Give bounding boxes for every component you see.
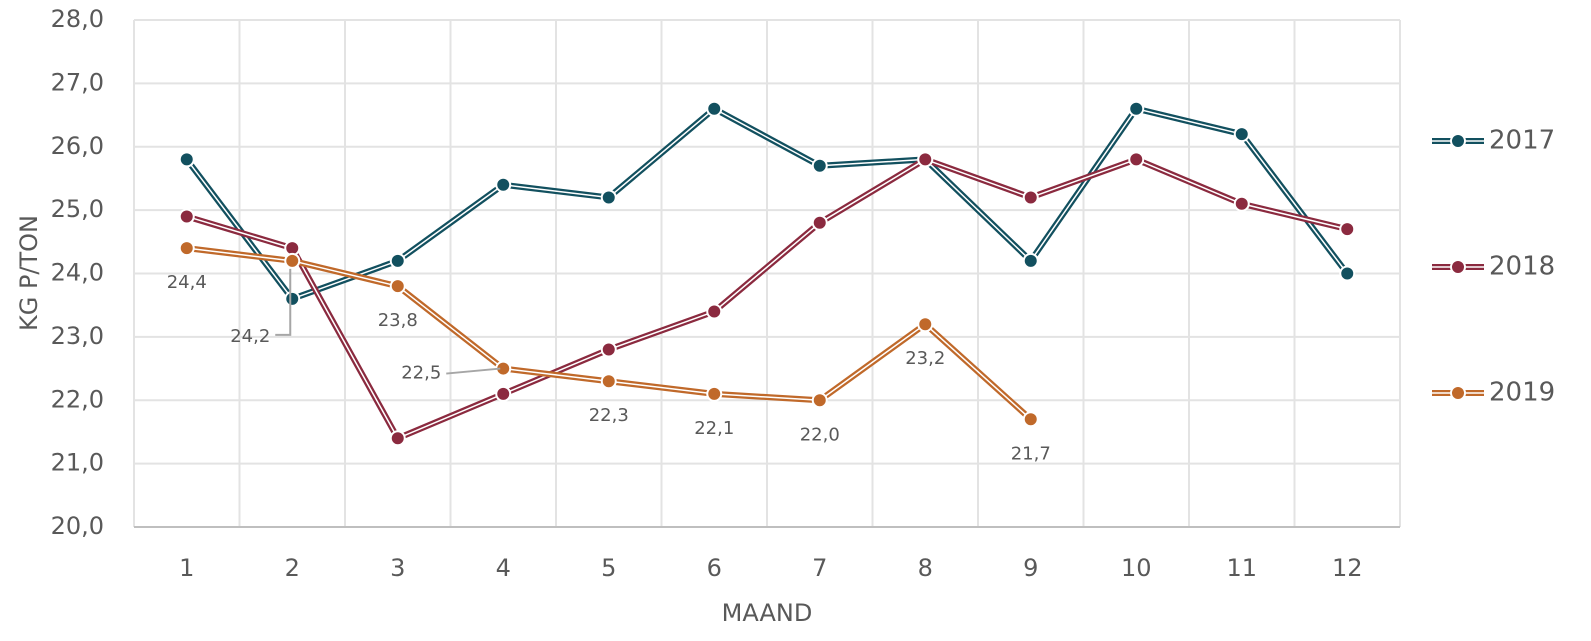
x-tick-label: 10 (1121, 554, 1152, 582)
point (811, 157, 828, 174)
y-tick-label: 22,0 (51, 385, 104, 413)
point (600, 189, 617, 206)
point (495, 176, 512, 193)
point (284, 252, 301, 269)
point (389, 252, 406, 269)
x-tick-label: 1 (179, 554, 194, 582)
point (178, 208, 195, 225)
x-tick-label: 3 (390, 554, 405, 582)
y-tick-label: 26,0 (51, 132, 104, 160)
y-tick-label: 21,0 (51, 449, 104, 477)
point (1233, 195, 1250, 212)
y-tick-label: 20,0 (51, 512, 104, 540)
point (1128, 100, 1145, 117)
legend-label: 2019 (1489, 378, 1555, 408)
data-label: 21,7 (1011, 443, 1051, 464)
x-tick-label: 9 (1023, 554, 1038, 582)
data-label: 24,2 (230, 326, 270, 347)
series-line-highlight (186, 158, 1348, 440)
point (1339, 221, 1356, 238)
point (1233, 126, 1250, 143)
x-tick-label: 4 (496, 554, 511, 582)
point (917, 316, 934, 333)
point (917, 151, 934, 168)
point (706, 303, 723, 320)
point (600, 373, 617, 390)
point (178, 240, 195, 257)
y-axis-label: KG P/TON (15, 215, 43, 331)
x-tick-label: 7 (812, 554, 827, 582)
point (1022, 411, 1039, 428)
legend-marker (1450, 133, 1466, 149)
series-line-highlight (186, 107, 1348, 300)
point (284, 290, 301, 307)
y-tick-label: 28,0 (51, 5, 104, 33)
point (389, 430, 406, 447)
point (1339, 265, 1356, 282)
point (1128, 151, 1145, 168)
x-tick-label: 6 (707, 554, 722, 582)
y-tick-label: 27,0 (51, 68, 104, 96)
data-label: 22,0 (800, 424, 840, 445)
point (706, 100, 723, 117)
legend-label: 2017 (1489, 126, 1555, 156)
point (495, 385, 512, 402)
point (706, 385, 723, 402)
point (1022, 252, 1039, 269)
point (1022, 189, 1039, 206)
data-label: 23,2 (905, 348, 945, 369)
y-tick-label: 25,0 (51, 195, 104, 223)
point (811, 214, 828, 231)
point (811, 392, 828, 409)
legend-marker (1450, 259, 1466, 275)
data-label: 23,8 (378, 310, 418, 331)
x-tick-label: 12 (1332, 554, 1363, 582)
x-tick-label: 2 (285, 554, 300, 582)
point (600, 341, 617, 358)
data-label: 24,4 (167, 272, 207, 293)
legend-label: 2018 (1489, 252, 1555, 282)
x-tick-label: 8 (918, 554, 933, 582)
leader-line (446, 367, 501, 375)
point (389, 278, 406, 295)
y-tick-label: 24,0 (51, 259, 104, 287)
point (178, 151, 195, 168)
x-tick-label: 11 (1226, 554, 1257, 582)
data-label: 22,3 (589, 405, 629, 426)
x-axis-label: MAAND (722, 599, 813, 627)
y-tick-label: 23,0 (51, 322, 104, 350)
legend-marker (1450, 385, 1466, 401)
data-label: 22,1 (694, 418, 734, 439)
data-label: 22,5 (401, 363, 441, 384)
x-tick-label: 5 (601, 554, 616, 582)
leader-line (275, 268, 292, 336)
